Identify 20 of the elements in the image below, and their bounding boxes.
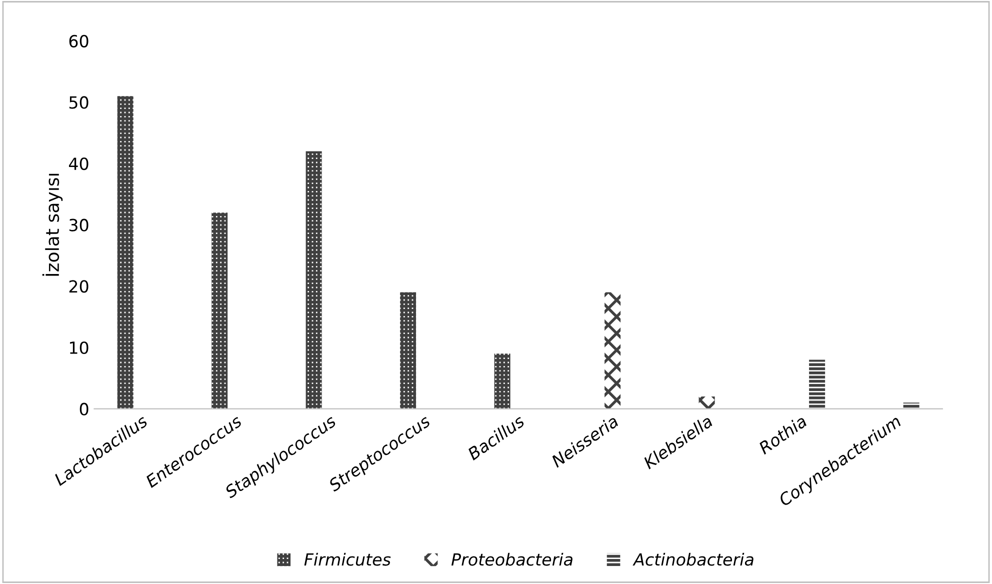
bar [494, 354, 510, 409]
bar [306, 151, 322, 409]
legend-label: Firmicutes [304, 552, 391, 566]
y-tick-label: 60 [69, 34, 88, 48]
y-tick-label: 20 [69, 280, 88, 293]
bar [604, 292, 621, 409]
y-tick-label: 50 [69, 96, 88, 109]
bar [117, 96, 134, 409]
y-axis-title: İzolat sayısı [42, 174, 63, 276]
bar [809, 360, 826, 409]
bar [698, 396, 715, 409]
y-tick-label: 40 [68, 157, 88, 170]
y-tick-label: 0 [80, 402, 88, 416]
bar [903, 402, 920, 409]
y-tick-label: 10 [70, 341, 88, 354]
y-tick-label: 30 [69, 218, 88, 232]
bar [212, 212, 228, 409]
bar [400, 292, 416, 409]
legend-label: Actinobacteria [632, 552, 754, 566]
legend-label: Proteobacteria [451, 552, 572, 566]
